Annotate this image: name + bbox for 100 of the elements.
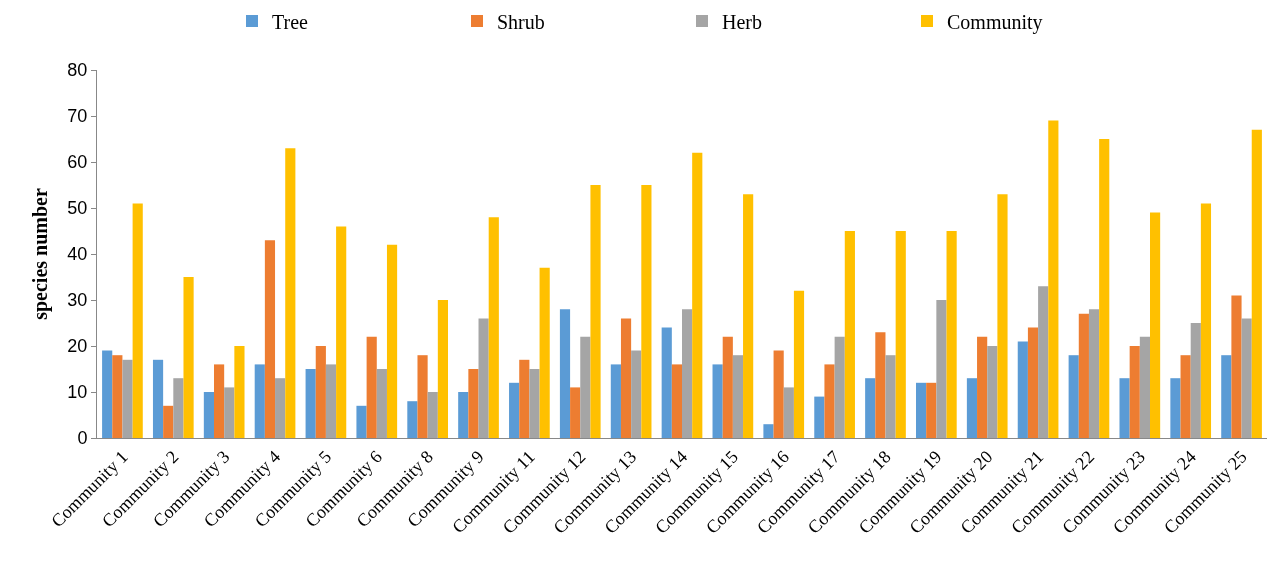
bar	[366, 336, 377, 438]
bar	[214, 364, 225, 438]
bar	[682, 309, 693, 438]
bar	[1170, 378, 1181, 438]
bar	[570, 387, 581, 438]
y-axis-title: species number	[29, 188, 52, 320]
y-tick-label: 0	[77, 428, 88, 449]
bar	[102, 350, 113, 438]
bar	[1038, 286, 1049, 438]
y-tick-label: 30	[67, 290, 88, 311]
legend-label: Tree	[272, 10, 309, 33]
y-tick-label: 20	[67, 336, 88, 357]
bar	[946, 231, 957, 438]
bar	[203, 392, 214, 438]
bar	[458, 392, 469, 438]
bar	[356, 405, 367, 438]
legend-label: Shrub	[497, 10, 545, 33]
bar	[1088, 309, 1100, 438]
bar	[275, 378, 286, 438]
bar	[539, 267, 550, 438]
bar	[590, 185, 601, 438]
bar	[641, 185, 652, 438]
bar	[315, 346, 326, 438]
bar	[1221, 355, 1232, 438]
bar	[580, 336, 591, 438]
bar	[977, 336, 988, 438]
bar	[152, 359, 164, 438]
bar	[824, 364, 835, 438]
bar	[1068, 355, 1079, 438]
y-tick-label: 70	[67, 106, 88, 127]
bar	[885, 355, 896, 438]
bar	[407, 401, 418, 438]
bar	[417, 355, 428, 438]
bar	[1241, 318, 1252, 438]
bar	[610, 364, 621, 438]
y-tick-label: 60	[67, 152, 88, 173]
bar	[305, 369, 316, 438]
bar	[844, 231, 855, 438]
bar	[793, 290, 805, 438]
bar	[1017, 341, 1028, 438]
bar	[814, 396, 825, 438]
y-tick-label: 50	[67, 198, 88, 219]
bar	[732, 355, 744, 438]
bar	[132, 203, 143, 438]
bar	[264, 240, 276, 438]
bar	[519, 359, 530, 438]
bar	[1150, 212, 1161, 438]
bar	[1119, 378, 1130, 438]
bar	[743, 194, 754, 438]
y-tick-label: 40	[67, 244, 88, 265]
bar	[254, 364, 265, 438]
bar	[1048, 120, 1059, 438]
bar	[865, 378, 876, 438]
bar	[234, 346, 245, 438]
bar	[997, 194, 1008, 438]
bar	[559, 309, 571, 438]
bar	[376, 369, 387, 438]
bar	[163, 405, 174, 438]
bar	[671, 364, 682, 438]
bar	[1099, 139, 1110, 438]
bar	[834, 336, 845, 438]
bar	[1129, 346, 1140, 438]
bar	[224, 387, 235, 438]
y-tick-label: 80	[67, 60, 88, 81]
bar	[620, 318, 632, 438]
bar	[285, 148, 296, 438]
bar	[1078, 313, 1089, 438]
bar	[1190, 323, 1201, 438]
bar	[631, 350, 642, 438]
bar	[763, 424, 774, 438]
bar	[692, 152, 703, 438]
bar	[916, 382, 927, 438]
bar	[122, 359, 133, 438]
bar	[183, 277, 194, 438]
bar	[529, 369, 540, 438]
bar	[488, 217, 499, 438]
bar	[336, 226, 347, 438]
bar	[966, 378, 978, 438]
bar	[661, 327, 672, 438]
bar	[712, 364, 723, 438]
bar	[987, 346, 998, 438]
bar	[895, 231, 906, 438]
bar	[783, 387, 794, 438]
bar	[875, 332, 886, 438]
bar	[773, 350, 784, 438]
bar	[722, 336, 733, 438]
y-tick-label: 10	[67, 382, 88, 403]
bar	[386, 244, 398, 438]
bar	[1200, 203, 1212, 438]
bar	[325, 364, 337, 438]
legend-label: Community	[947, 10, 1043, 34]
legend-label: Herb	[722, 10, 762, 33]
bar	[437, 300, 448, 438]
bar	[173, 378, 184, 438]
bar	[509, 382, 520, 438]
bar	[427, 392, 438, 438]
bar	[926, 382, 937, 438]
bar	[1139, 336, 1150, 438]
bar	[1027, 327, 1039, 438]
bar	[1231, 295, 1242, 438]
